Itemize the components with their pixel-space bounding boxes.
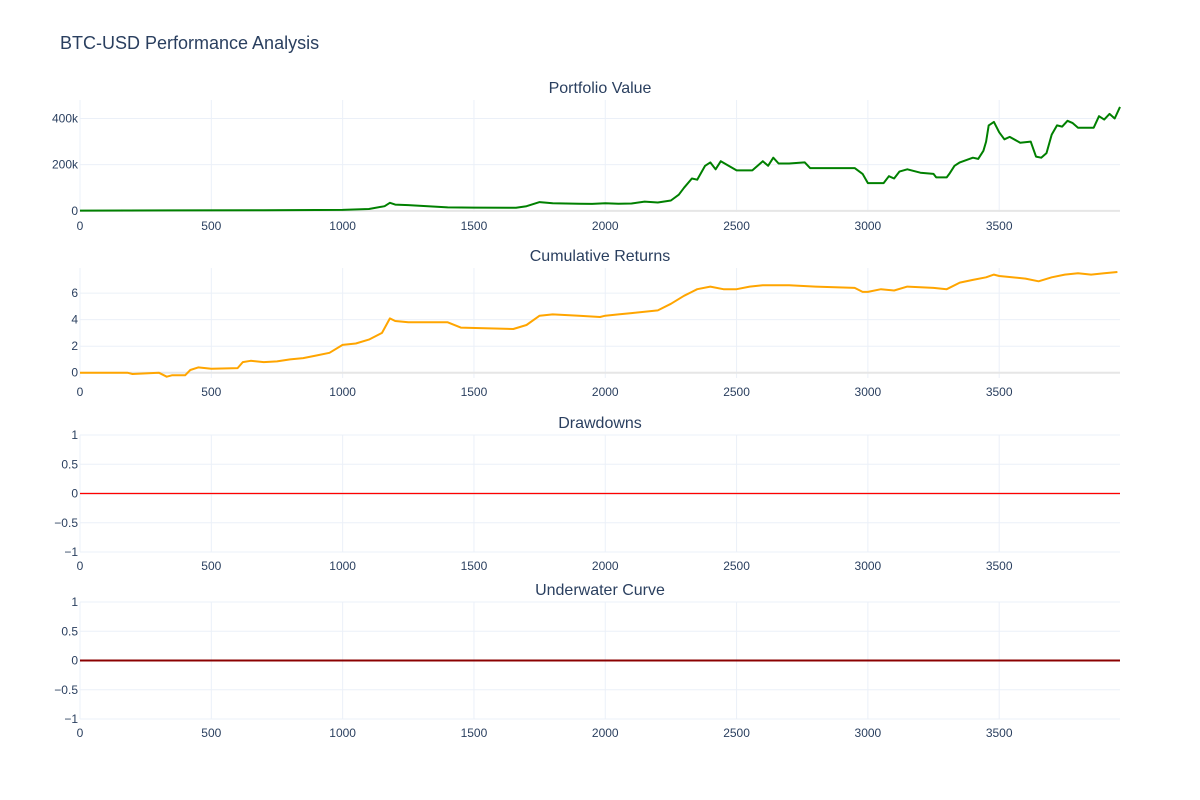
y-tick-label: −0.5 xyxy=(54,683,78,697)
y-tick-label: 400k xyxy=(52,111,79,125)
cumulative-returns-line xyxy=(80,271,1118,378)
x-tick-label: 2500 xyxy=(723,219,750,233)
y-tick-label: 0 xyxy=(71,487,78,501)
y-tick-label: −1 xyxy=(64,545,78,559)
y-tick-label: 1 xyxy=(71,595,78,609)
y-tick-label: 0 xyxy=(71,204,78,218)
x-tick-label: 1000 xyxy=(329,726,356,740)
x-tick-label: 2000 xyxy=(592,559,619,573)
underwater-curve-subplot: Underwater Curve 0 500 1000 1500 2000 2500 3000… xyxy=(54,582,1120,740)
x-tick-label: 3000 xyxy=(855,559,882,573)
y-tick-label: 0.5 xyxy=(61,457,78,471)
drawdowns-title: Drawdowns xyxy=(558,415,642,432)
x-tick-label: 3500 xyxy=(986,219,1013,233)
x-tick-label: 2000 xyxy=(592,726,619,740)
x-tick-label: 1000 xyxy=(329,559,356,573)
x-tick-label: 1000 xyxy=(329,219,356,233)
drawdowns-subplot: Drawdowns 0 500 1000 1500 2000 2500 3000 3500 −1 −… xyxy=(54,415,1120,573)
x-tick-label: 3500 xyxy=(986,385,1013,399)
y-tick-label: 2 xyxy=(71,339,78,353)
x-tick-label: 2500 xyxy=(723,385,750,399)
x-tick-label: 2000 xyxy=(592,385,619,399)
y-tick-label: 6 xyxy=(71,286,78,300)
x-tick-label: 2000 xyxy=(592,219,619,233)
x-tick-label: 500 xyxy=(201,219,221,233)
y-tick-label: 1 xyxy=(71,428,78,442)
cumulative-returns-subplot: Cumulative Returns 0 500 1000 1500 2000 2500 30… xyxy=(71,248,1120,399)
x-tick-label: 0 xyxy=(77,219,84,233)
cumulative-returns-title: Cumulative Returns xyxy=(530,248,671,265)
portfolio-value-subplot: Portfolio Value 0 500 1000 1500 2000 2500 3000 3… xyxy=(52,80,1121,233)
y-tick-label: 0 xyxy=(71,654,78,668)
x-tick-label: 0 xyxy=(77,726,84,740)
x-tick-label: 3500 xyxy=(986,559,1013,573)
x-tick-label: 500 xyxy=(201,385,221,399)
y-tick-label: 4 xyxy=(71,313,78,327)
x-tick-label: 1500 xyxy=(461,219,488,233)
y-tick-label: −0.5 xyxy=(54,516,78,530)
x-tick-label: 1500 xyxy=(461,726,488,740)
y-tick-label: −1 xyxy=(64,712,78,726)
x-tick-label: 2500 xyxy=(723,559,750,573)
portfolio-value-line xyxy=(79,106,1121,212)
x-tick-label: 2500 xyxy=(723,726,750,740)
x-tick-label: 1500 xyxy=(461,559,488,573)
y-tick-label: 200k xyxy=(52,158,79,172)
x-tick-label: 3000 xyxy=(855,219,882,233)
x-tick-label: 1000 xyxy=(329,385,356,399)
underwater-curve-title: Underwater Curve xyxy=(535,582,665,599)
y-tick-label: 0 xyxy=(71,366,78,380)
y-tick-label: 0.5 xyxy=(61,624,78,638)
x-tick-label: 3500 xyxy=(986,726,1013,740)
x-tick-label: 500 xyxy=(201,726,221,740)
figure-title: BTC-USD Performance Analysis xyxy=(60,33,320,53)
x-tick-label: 500 xyxy=(201,559,221,573)
x-tick-label: 3000 xyxy=(855,726,882,740)
x-tick-label: 3000 xyxy=(855,385,882,399)
portfolio-value-title: Portfolio Value xyxy=(549,80,652,97)
x-tick-label: 1500 xyxy=(461,385,488,399)
x-tick-label: 0 xyxy=(77,385,84,399)
x-tick-label: 0 xyxy=(77,559,84,573)
